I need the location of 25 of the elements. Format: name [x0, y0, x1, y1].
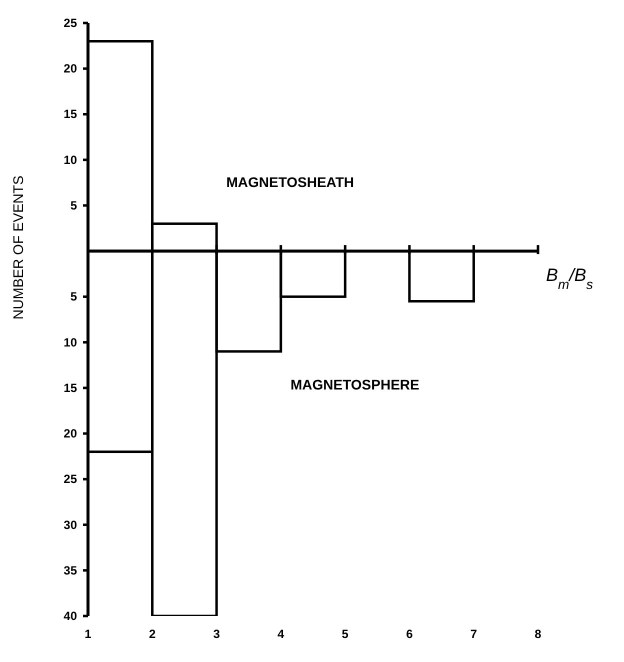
y-tick-label: 40: [64, 609, 78, 623]
y-tick-label: 5: [70, 290, 78, 304]
series-label: MAGNETOSPHERE: [290, 376, 420, 393]
y-tick-label: 25: [64, 472, 78, 486]
text: MAGNETOSHEATH: [226, 174, 354, 190]
y-axis-title: NUMBER OF EVENTS: [10, 176, 26, 320]
y-tick-label: 15: [64, 107, 78, 122]
x-tick-label: 3: [213, 627, 220, 641]
y-tick-label: 10: [64, 335, 78, 350]
y-tick-label: 20: [64, 426, 78, 441]
x-tick-label: 1: [84, 627, 92, 641]
x-tick-label: 6: [406, 627, 414, 641]
x-tick-label: 8: [534, 627, 542, 641]
y-tick-label: 5: [70, 198, 78, 212]
y-tick-label: 35: [64, 563, 78, 578]
y-tick-label: 10: [64, 152, 78, 167]
x-tick-label: 4: [278, 627, 285, 641]
x-tick-label: 5: [342, 627, 349, 641]
y-tick-label: 25: [64, 16, 78, 30]
y-tick-label: 30: [64, 518, 78, 532]
x-tick-label: 2: [148, 627, 156, 641]
x-tick-label: 7: [470, 627, 478, 641]
y-tick-label: 15: [64, 380, 78, 395]
x-axis-title: B$_{m}$/B$_{s}$: [546, 265, 594, 292]
y-tick-label: 20: [64, 62, 78, 76]
